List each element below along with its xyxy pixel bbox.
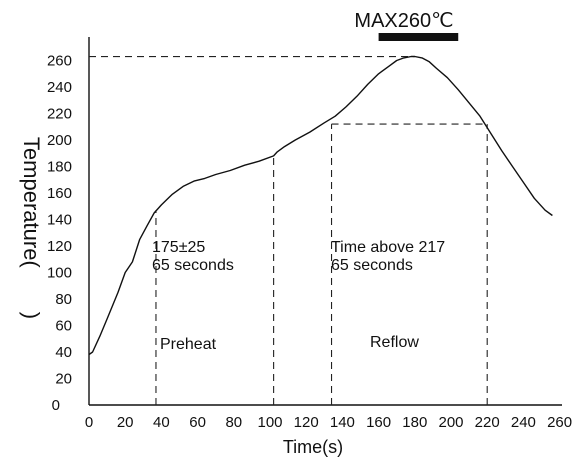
tick-labels: 0 20 40 60 80 100 120 140 160 180 200 220 240 260 20 40…: [47, 53, 572, 432]
y-tick-label: 200: [47, 132, 72, 149]
y-tick-label: 120: [47, 238, 72, 255]
x-tick-label: 140: [330, 414, 355, 431]
temperature-curve: [88, 55, 553, 356]
reflow-range-label: Time above 217: [331, 239, 445, 256]
chart-title: MAX260℃: [354, 10, 453, 32]
reflow-time-label: 65 seconds: [331, 257, 413, 274]
y-tick-label: 20: [55, 371, 72, 388]
x-tick-label: 260: [547, 414, 572, 431]
y-tick-label: 140: [47, 212, 72, 229]
x-tick-label: 200: [438, 414, 463, 431]
y-axis-label: Temperature( ): [19, 137, 44, 319]
axes: [88, 37, 562, 406]
y-tick-label: 260: [47, 53, 72, 70]
x-tick-label: 120: [294, 414, 319, 431]
x-tick-label: 80: [225, 414, 242, 431]
x-tick-label: 240: [511, 414, 536, 431]
x-tick-label: 60: [189, 414, 206, 431]
preheat-range-label: 175±25: [152, 239, 205, 256]
y-tick-label: 0: [52, 397, 60, 414]
y-tick-label: 160: [47, 185, 72, 202]
preheat-time-label: 65 seconds: [152, 257, 234, 274]
x-tick-label: 180: [402, 414, 427, 431]
y-tick-label: 40: [55, 344, 72, 361]
text-labels: MAX260℃ Temperature( ) Time(s) 175±25 65…: [19, 10, 459, 457]
reflow-label: Reflow: [370, 334, 419, 351]
y-tick-label: 240: [47, 79, 72, 96]
y-tick-label: 220: [47, 106, 72, 123]
max-temperature-bar: [378, 33, 459, 41]
y-tick-label: 60: [55, 318, 72, 335]
x-tick-label: 160: [366, 414, 391, 431]
x-axis-label: Time(s): [283, 437, 343, 457]
reference-lines: [89, 55, 488, 405]
y-tick-label: 180: [47, 159, 72, 176]
x-tick-label: 20: [117, 414, 134, 431]
x-tick-label: 100: [257, 414, 282, 431]
x-tick-label: 40: [153, 414, 170, 431]
temperature-curve-group: [88, 55, 553, 356]
x-tick-label: 220: [475, 414, 500, 431]
preheat-label: Preheat: [160, 336, 217, 353]
y-tick-label: 100: [47, 265, 72, 282]
x-tick-label: 0: [85, 414, 93, 431]
y-tick-label: 80: [55, 291, 72, 308]
